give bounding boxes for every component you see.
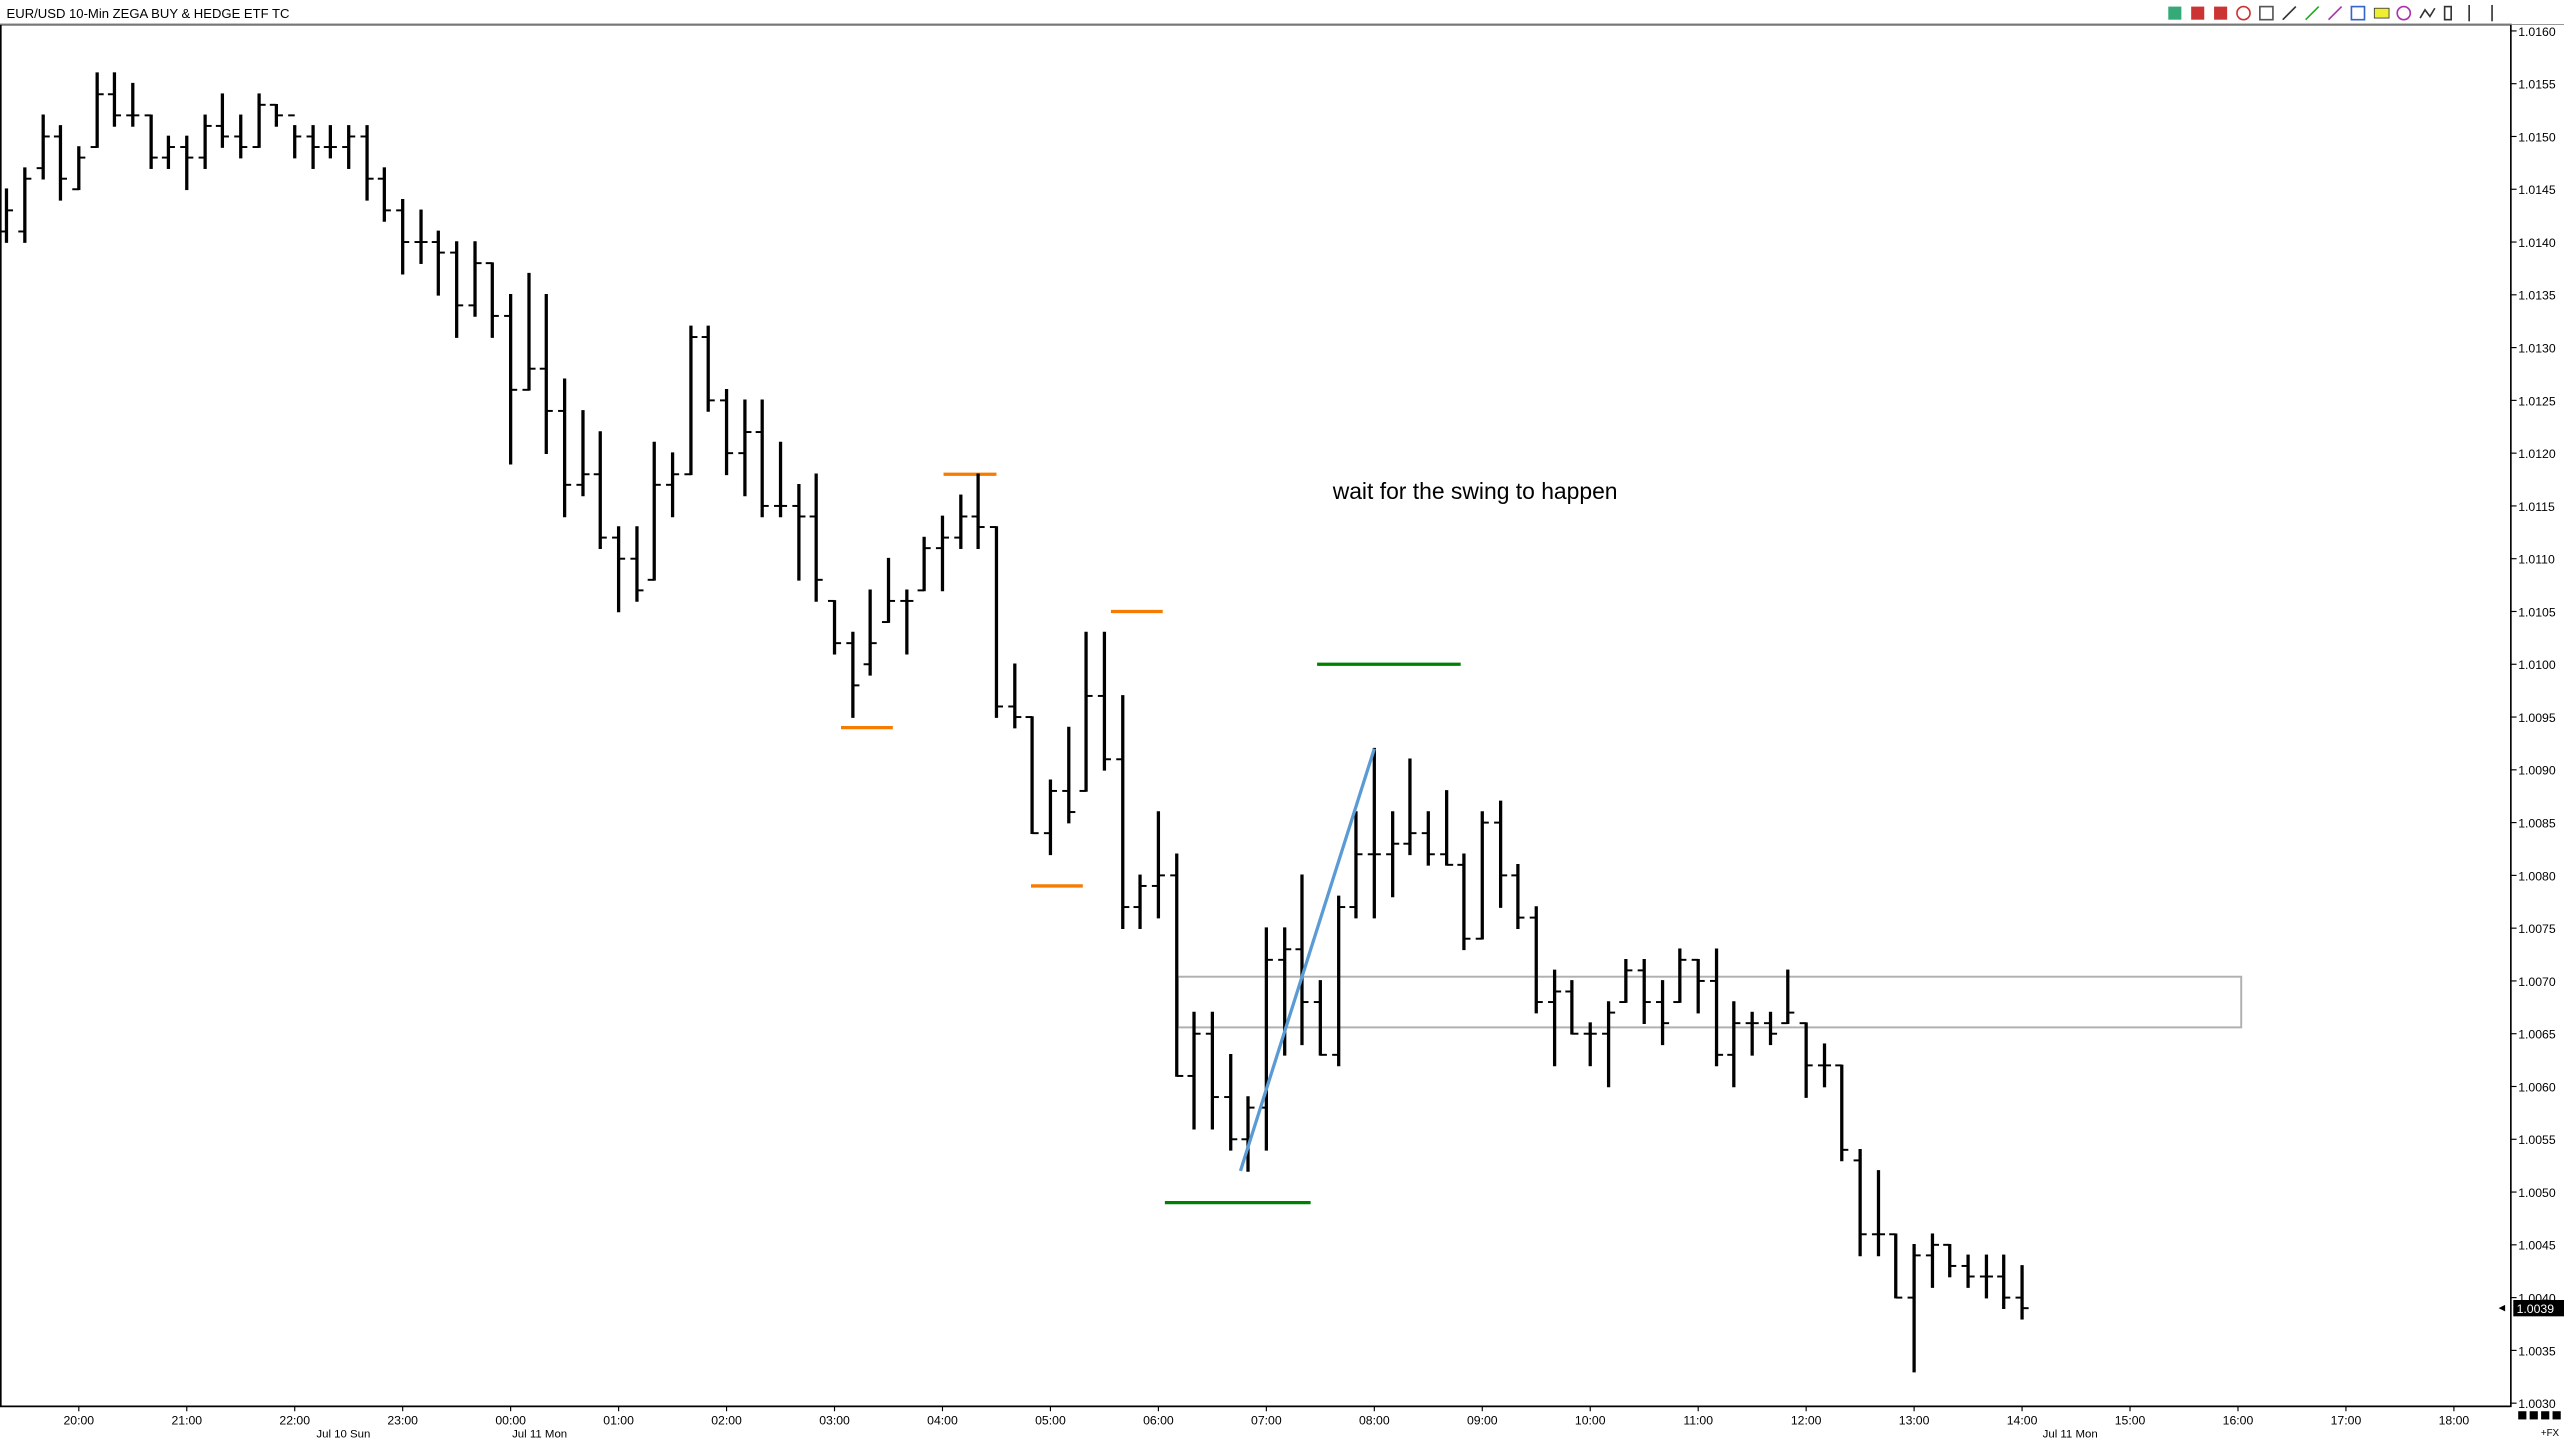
x-tick-label: 03:00 [819, 1413, 850, 1427]
tool-icon[interactable] [2350, 5, 2366, 21]
y-tick-label: 1.0055 [2518, 1133, 2556, 1147]
date-label: Jul 10 Sun [316, 1428, 370, 1440]
y-tick-label: 1.0125 [2518, 394, 2556, 408]
x-tick-label: 00:00 [495, 1413, 526, 1427]
tool-icon[interactable] [2305, 6, 2320, 21]
tool-icon[interactable] [2236, 5, 2251, 21]
y-tick-label: 1.0145 [2518, 183, 2556, 197]
last-price-arrow [2498, 1304, 2506, 1312]
y-tick-label: 1.0090 [2518, 764, 2556, 778]
toolbar [2168, 4, 2493, 22]
y-tick-label: 1.0050 [2518, 1186, 2556, 1200]
y-tick-label: 1.0030 [2518, 1397, 2556, 1411]
y-tick-label: 1.0085 [2518, 817, 2556, 831]
y-tick-label: 1.0070 [2518, 975, 2556, 989]
corner-label: +FX [2541, 1428, 2560, 1439]
x-tick-label: 12:00 [1791, 1413, 1822, 1427]
x-tick-label: 20:00 [63, 1413, 94, 1427]
tool-icon[interactable] [2419, 7, 2436, 19]
x-tick-label: 02:00 [711, 1413, 742, 1427]
last-price-label: 1.0039 [2517, 1302, 2555, 1316]
x-tick-label: 23:00 [387, 1413, 418, 1427]
x-tick-label: 06:00 [1143, 1413, 1174, 1427]
date-label: Jul 11 Mon [2043, 1428, 2098, 1440]
x-tick-label: 15:00 [2115, 1413, 2146, 1427]
x-tick-label: 22:00 [279, 1413, 310, 1427]
y-tick-label: 1.0150 [2518, 130, 2556, 144]
y-tick-label: 1.0115 [2518, 500, 2555, 514]
x-tick-label: 01:00 [603, 1413, 634, 1427]
y-tick-label: 1.0110 [2518, 553, 2555, 567]
y-tick-label: 1.0095 [2518, 711, 2556, 725]
x-tick-label: 21:00 [171, 1413, 202, 1427]
y-tick-label: 1.0100 [2518, 658, 2556, 672]
chart-title: EUR/USD 10-Min ZEGA BUY & HEDGE ETF TC [7, 6, 290, 21]
x-tick-label: 04:00 [927, 1413, 958, 1427]
x-tick-label: 14:00 [2007, 1413, 2038, 1427]
tool-icon[interactable] [2259, 5, 2274, 21]
x-tick-label: 16:00 [2223, 1413, 2254, 1427]
x-tick-label: 10:00 [1575, 1413, 1606, 1427]
x-tick-label: 17:00 [2331, 1413, 2362, 1427]
tool-icon[interactable] [2396, 5, 2412, 21]
tool-icon[interactable] [2191, 6, 2205, 20]
annotation: wait for the swing to happen [1332, 478, 1618, 504]
tool-icon[interactable] [2443, 5, 2452, 21]
y-tick-label: 1.0130 [2518, 341, 2556, 355]
date-label: Jul 11 Mon [512, 1428, 567, 1440]
x-tick-label: 09:00 [1467, 1413, 1498, 1427]
corner-square[interactable] [2518, 1411, 2527, 1420]
y-tick-label: 1.0160 [2518, 25, 2556, 39]
y-tick-label: 1.0120 [2518, 447, 2556, 461]
y-tick-label: 1.0065 [2518, 1028, 2556, 1042]
x-tick-label: 13:00 [1899, 1413, 1930, 1427]
corner-controls [2518, 1411, 2561, 1420]
corner-square[interactable] [2529, 1411, 2538, 1420]
x-tick-label: 08:00 [1359, 1413, 1390, 1427]
y-tick-label: 1.0135 [2518, 289, 2556, 303]
y-tick-label: 1.0075 [2518, 922, 2556, 936]
y-tick-label: 1.0140 [2518, 236, 2556, 250]
y-tick-label: 1.0105 [2518, 605, 2556, 619]
tool-icon[interactable] [2373, 7, 2390, 19]
tool-icon[interactable] [2282, 6, 2297, 21]
x-tick-label: 18:00 [2439, 1413, 2470, 1427]
tool-icon[interactable] [2214, 6, 2228, 20]
x-tick-label: 05:00 [1035, 1413, 1066, 1427]
trendline [1238, 748, 1376, 1172]
x-tick-label: 07:00 [1251, 1413, 1282, 1427]
y-tick-label: 1.0060 [2518, 1080, 2556, 1094]
y-tick-label: 1.0155 [2518, 78, 2556, 92]
corner-square[interactable] [2541, 1411, 2550, 1420]
tool-icon[interactable] [2168, 6, 2182, 20]
corner-square[interactable] [2552, 1411, 2561, 1420]
y-tick-label: 1.0035 [2518, 1344, 2556, 1358]
x-tick-label: 11:00 [1683, 1413, 1713, 1427]
last-price-box [2513, 1299, 2564, 1317]
tool-icon[interactable] [2327, 6, 2343, 21]
y-tick-label: 1.0080 [2518, 869, 2556, 883]
y-tick-label: 1.0045 [2518, 1239, 2556, 1253]
